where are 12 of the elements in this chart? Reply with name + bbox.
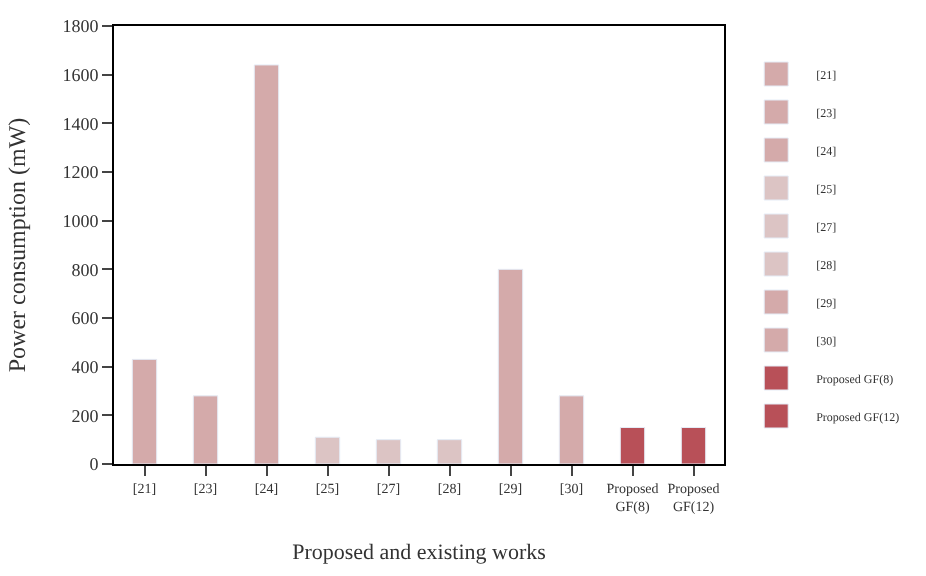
y-tick-label: 1200 [62, 162, 100, 183]
y-tick-label: 400 [71, 356, 100, 377]
y-tick-label: 1400 [62, 113, 100, 134]
x-axis-title: Proposed and existing works [292, 541, 546, 566]
y-tick-label: 200 [71, 405, 100, 426]
y-tick-label: 1600 [62, 64, 100, 85]
y-tick-label: 1000 [62, 210, 100, 231]
y-tick-label: 600 [71, 308, 100, 329]
y-tick-label: 800 [71, 259, 100, 280]
y-tick-label: 1800 [62, 16, 100, 37]
y-tick-label: 0 [89, 454, 100, 475]
y-axis-title: Power consumption (mW) [3, 117, 31, 373]
